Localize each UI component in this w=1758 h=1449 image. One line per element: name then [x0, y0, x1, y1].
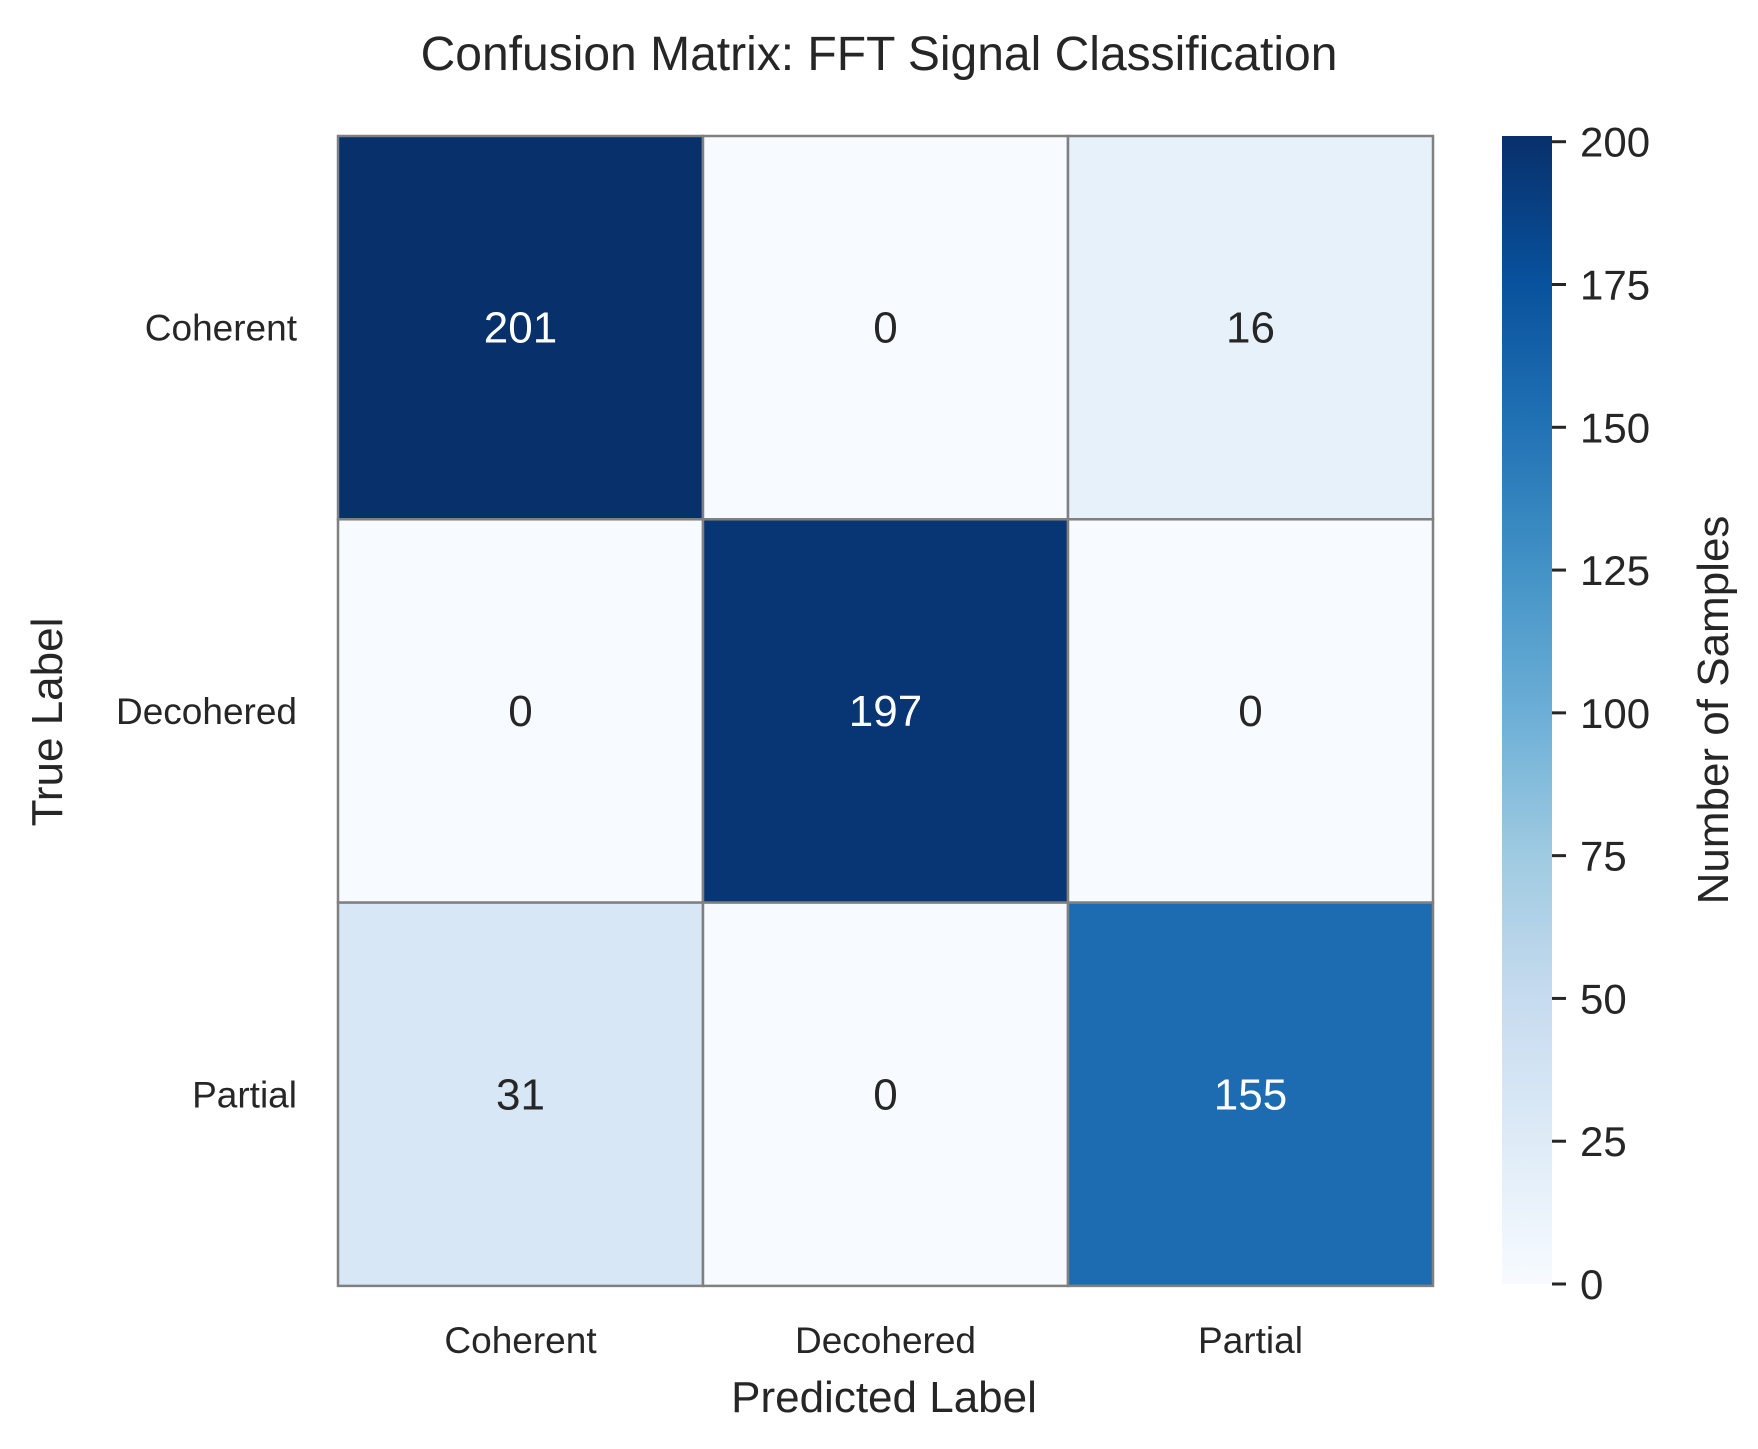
x-tick-labels: Coherent Decohered Partial: [444, 1320, 1303, 1361]
y-tick-label-2: Partial: [192, 1074, 297, 1115]
cell-r1-c0: [336, 518, 705, 904]
colorbar-tick-label-1: 25: [1580, 1118, 1627, 1165]
x-tick-label-0: Coherent: [444, 1320, 597, 1361]
colorbar-tick-label-3: 75: [1580, 833, 1627, 880]
colorbar: [1502, 136, 1552, 1284]
cell-value-r1-c0: 0: [508, 687, 532, 736]
y-tick-labels: Coherent Decohered Partial: [116, 308, 298, 1116]
cell-value-r2-c0: 31: [496, 1070, 545, 1119]
cell-value-r2-c2: 155: [1214, 1070, 1287, 1119]
cell-r1-c2: [1066, 518, 1435, 904]
cell-r0-c1: [701, 134, 1070, 521]
cell-r2-c2: [1066, 901, 1435, 1288]
x-axis-label: Predicted Label: [731, 1373, 1037, 1422]
cell-value-r2-c1: 0: [873, 1070, 897, 1119]
y-tick-label-0: Coherent: [145, 308, 298, 349]
cell-r1-c1: [701, 518, 1070, 904]
x-tick-label-2: Partial: [1198, 1320, 1303, 1361]
y-tick-label-1: Decohered: [116, 691, 297, 732]
colorbar-tick-label-2: 50: [1580, 975, 1627, 1022]
cell-r2-c0: [336, 901, 705, 1288]
cell-value-r0-c2: 16: [1226, 304, 1275, 353]
colorbar-tick-label-6: 150: [1580, 404, 1650, 451]
colorbar-tick-label-7: 175: [1580, 261, 1650, 308]
cell-value-r1-c1: 197: [849, 687, 922, 736]
colorbar-tick-label-8: 200: [1580, 119, 1650, 166]
cell-r2-c1: [701, 901, 1070, 1288]
colorbar-label: Number of Samples: [1689, 516, 1738, 905]
heatmap-cells: [336, 134, 1435, 1288]
cell-r0-c2: [1066, 134, 1435, 521]
colorbar-tick-label-4: 100: [1580, 690, 1650, 737]
cell-r0-c0: [336, 134, 705, 521]
chart-title: Confusion Matrix: FFT Signal Classificat…: [421, 28, 1338, 81]
colorbar-tick-label-0: 0: [1580, 1261, 1603, 1308]
x-tick-label-1: Decohered: [795, 1320, 976, 1361]
cell-value-r0-c1: 0: [873, 304, 897, 353]
colorbar-tick-label-5: 125: [1580, 547, 1650, 594]
cell-value-labels: 201 0 16 0 197 0 31 0 155: [484, 304, 1287, 1120]
cell-value-r1-c2: 0: [1238, 687, 1262, 736]
y-axis-label: True Label: [23, 618, 72, 827]
colorbar-ticks: 0 25 50 75 100 125 150 175 200: [1552, 119, 1650, 1308]
cell-value-r0-c0: 201: [484, 304, 557, 353]
